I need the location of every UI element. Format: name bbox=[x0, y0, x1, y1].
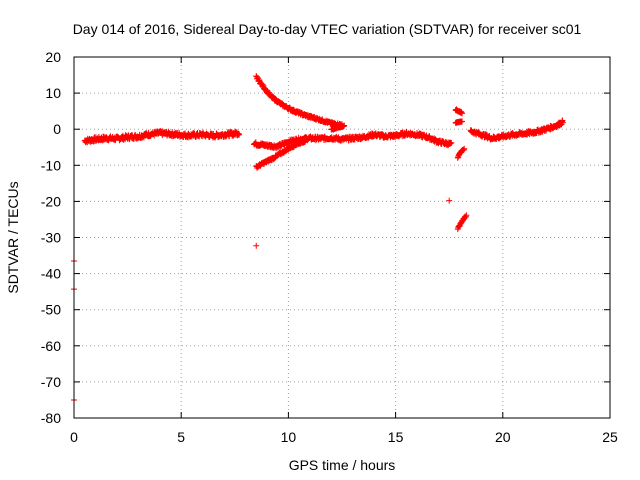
y-tick-label: -40 bbox=[41, 266, 61, 282]
axis-ticks: 0 5 10 15 20 25 20 10 0 -10 -20 -30 -40 -50 -60 -70 -80 bbox=[41, 49, 618, 445]
y-axis-label: SDTVAR / TECUs bbox=[5, 181, 21, 293]
data-point bbox=[236, 131, 243, 138]
data-point bbox=[559, 119, 566, 126]
y-tick-label: -20 bbox=[41, 193, 61, 209]
grid-lines bbox=[74, 57, 610, 418]
data-point bbox=[463, 212, 470, 219]
y-tick-label: -60 bbox=[41, 338, 61, 354]
y-tick-label: -30 bbox=[41, 230, 61, 246]
y-tick-label: 20 bbox=[45, 49, 61, 65]
data-points bbox=[71, 73, 566, 403]
x-tick-label: 10 bbox=[281, 429, 297, 445]
data-point bbox=[461, 145, 468, 152]
data-point bbox=[302, 136, 309, 143]
x-tick-label: 5 bbox=[177, 429, 185, 445]
x-tick-label: 15 bbox=[388, 429, 404, 445]
y-tick-label: -70 bbox=[41, 374, 61, 390]
y-tick-label: -50 bbox=[41, 302, 61, 318]
data-point bbox=[459, 118, 466, 125]
x-axis-label: GPS time / hours bbox=[289, 457, 396, 473]
y-tick-label: 0 bbox=[53, 121, 61, 137]
chart-title: Day 014 of 2016, Sidereal Day-to-day VTE… bbox=[73, 21, 582, 37]
x-tick-label: 20 bbox=[495, 429, 511, 445]
data-point bbox=[253, 242, 260, 249]
x-tick-label: 0 bbox=[70, 429, 78, 445]
plot-frame bbox=[73, 56, 611, 419]
data-point bbox=[341, 122, 348, 129]
y-tick-label: -10 bbox=[41, 157, 61, 173]
data-point bbox=[448, 139, 455, 146]
data-point bbox=[459, 110, 466, 117]
data-point bbox=[446, 197, 453, 204]
y-tick-label: -80 bbox=[41, 410, 61, 426]
x-tick-label: 25 bbox=[602, 429, 618, 445]
y-tick-label: 10 bbox=[45, 85, 61, 101]
